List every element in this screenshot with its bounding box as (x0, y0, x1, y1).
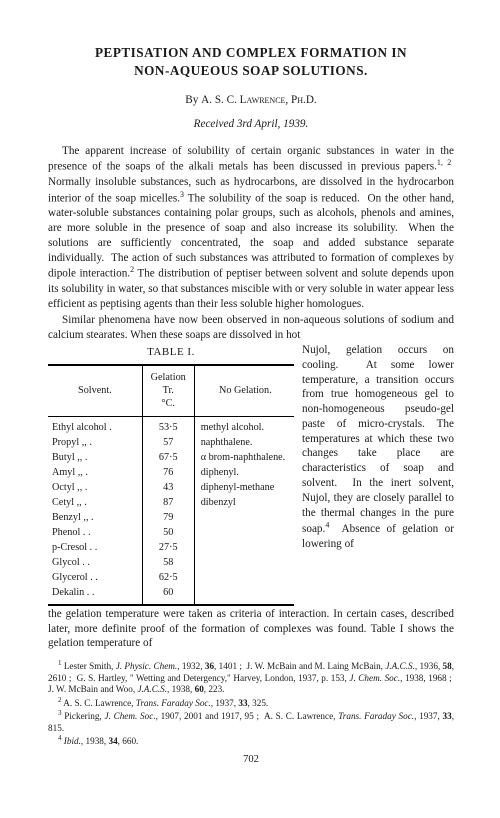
table-1-body: Ethyl alcohol .53·5methyl alcohol. Propy… (48, 416, 294, 604)
table-row: Cetyl ,, .87dibenzyl (48, 495, 294, 510)
ref-4: 4 (325, 520, 329, 529)
table-row: Amyl ,, .76diphenyl. (48, 465, 294, 480)
table-row: Butyl ,, .67·5α brom-naphthalene. (48, 450, 294, 465)
table-row: Glycerol . .62·5 (48, 571, 294, 586)
page: PEPTISATION AND COMPLEX FORMATION IN NON… (0, 0, 500, 785)
author-prefix: By (185, 94, 201, 106)
table-row: Ethyl alcohol .53·5methyl alcohol. (48, 416, 294, 435)
th-gelation: Gelation Tr.°C. (142, 365, 194, 417)
table-1-block: TABLE I. Solvent. Gelation Tr.°C. No Gel… (48, 345, 294, 606)
ref-1-2: 1, 2 (437, 158, 451, 167)
paragraph-1: The apparent increase of solubility of c… (48, 144, 454, 312)
footnote-3: 3 Pickering, J. Chem. Soc., 1907, 2001 a… (48, 709, 454, 734)
title-line-2: NON-AQUEOUS SOAP SOLUTIONS. (134, 63, 368, 78)
footnote-2: 2 A. S. C. Lawrence, Trans. Faraday Soc.… (48, 696, 454, 710)
table-row: Octyl ,, .43diphenyl-methane (48, 480, 294, 495)
paragraph-2-lead: Similar phenomena have now been observed… (48, 313, 454, 343)
table-1: Solvent. Gelation Tr.°C. No Gelation. Et… (48, 364, 294, 606)
ref-2: 2 (130, 265, 134, 274)
wrap-text: Nujol, gelation occurs on cooling. At so… (302, 344, 454, 550)
th-nogel: No Gelation. (194, 365, 294, 417)
table-row: Glycol . .58 (48, 555, 294, 570)
table-row: Phenol . .50 (48, 525, 294, 540)
author-name: A. S. C. Lawrence, Ph.D. (201, 94, 317, 106)
table-1-caption: TABLE I. (48, 345, 294, 360)
paragraph-2-cont: the gelation temperature were taken as c… (48, 606, 454, 651)
table-row: p-Cresol . .27·5 (48, 540, 294, 555)
page-number: 702 (48, 754, 454, 765)
table-wrap-block: TABLE I. Solvent. Gelation Tr.°C. No Gel… (48, 343, 454, 552)
ref-3: 3 (180, 190, 184, 199)
table-row: Dekalin . .60 (48, 586, 294, 605)
footnote-1: 1 Lester Smith, J. Physic. Chem., 1932, … (48, 659, 454, 696)
footnote-4: 4 Ibid., 1938, 34, 660. (48, 734, 454, 748)
th-solvent: Solvent. (48, 365, 142, 417)
title-line-1: PEPTISATION AND COMPLEX FORMATION IN (95, 45, 407, 60)
footnotes: 1 Lester Smith, J. Physic. Chem., 1932, … (48, 659, 454, 748)
author-line: By A. S. C. Lawrence, Ph.D. (48, 94, 454, 106)
table-row: Propyl ,, .57naphthalene. (48, 435, 294, 450)
received-date: Received 3rd April, 1939. (48, 118, 454, 130)
table-row: Benzyl ,, .79 (48, 510, 294, 525)
article-title: PEPTISATION AND COMPLEX FORMATION IN NON… (48, 44, 454, 80)
